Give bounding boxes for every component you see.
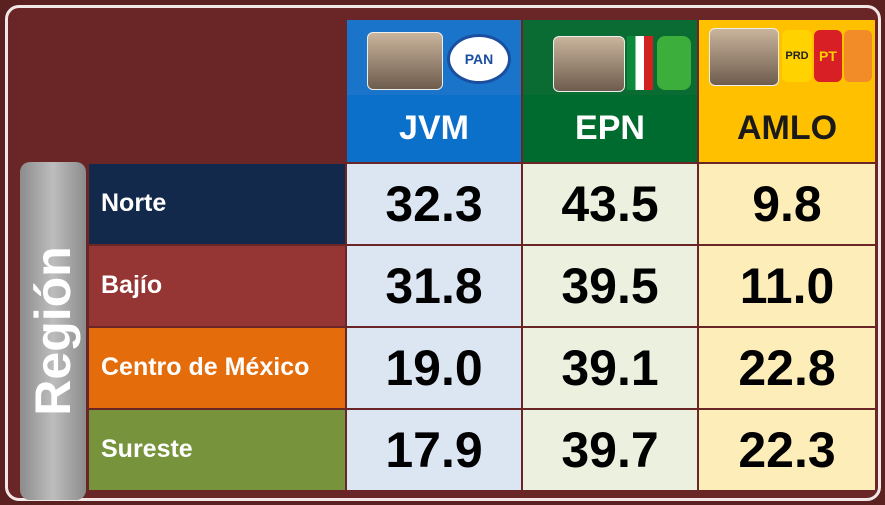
value-cell: 31.8 <box>347 246 521 326</box>
value-cell: 17.9 <box>347 410 521 490</box>
party-logo <box>627 36 653 90</box>
value-cell: 11.0 <box>699 246 875 326</box>
value-cell: 32.3 <box>347 164 521 244</box>
row-label: Bajío <box>89 246 345 326</box>
value-cell: 43.5 <box>523 164 697 244</box>
column-header: AMLO <box>699 95 875 162</box>
party-logo <box>844 30 872 82</box>
value-cell: 39.7 <box>523 410 697 490</box>
region-label: Región <box>25 246 81 416</box>
row-label: Centro de México <box>89 328 345 408</box>
value-cell: 22.8 <box>699 328 875 408</box>
value-cell: 22.3 <box>699 410 875 490</box>
candidate-photo <box>709 28 779 86</box>
candidate-photo <box>367 32 443 90</box>
value-cell: 39.1 <box>523 328 697 408</box>
region-box: Región <box>20 162 86 500</box>
column-header: JVM <box>347 95 521 162</box>
party-logo <box>657 36 691 90</box>
party-logo: PAN <box>447 34 511 84</box>
candidate-photo <box>553 36 625 92</box>
row-label: Norte <box>89 164 345 244</box>
column-header: EPN <box>523 95 697 162</box>
party-logo: PRD <box>782 30 812 82</box>
value-cell: 39.5 <box>523 246 697 326</box>
row-label: Sureste <box>89 410 345 490</box>
value-cell: 19.0 <box>347 328 521 408</box>
party-logo: PT <box>814 30 842 82</box>
value-cell: 9.8 <box>699 164 875 244</box>
